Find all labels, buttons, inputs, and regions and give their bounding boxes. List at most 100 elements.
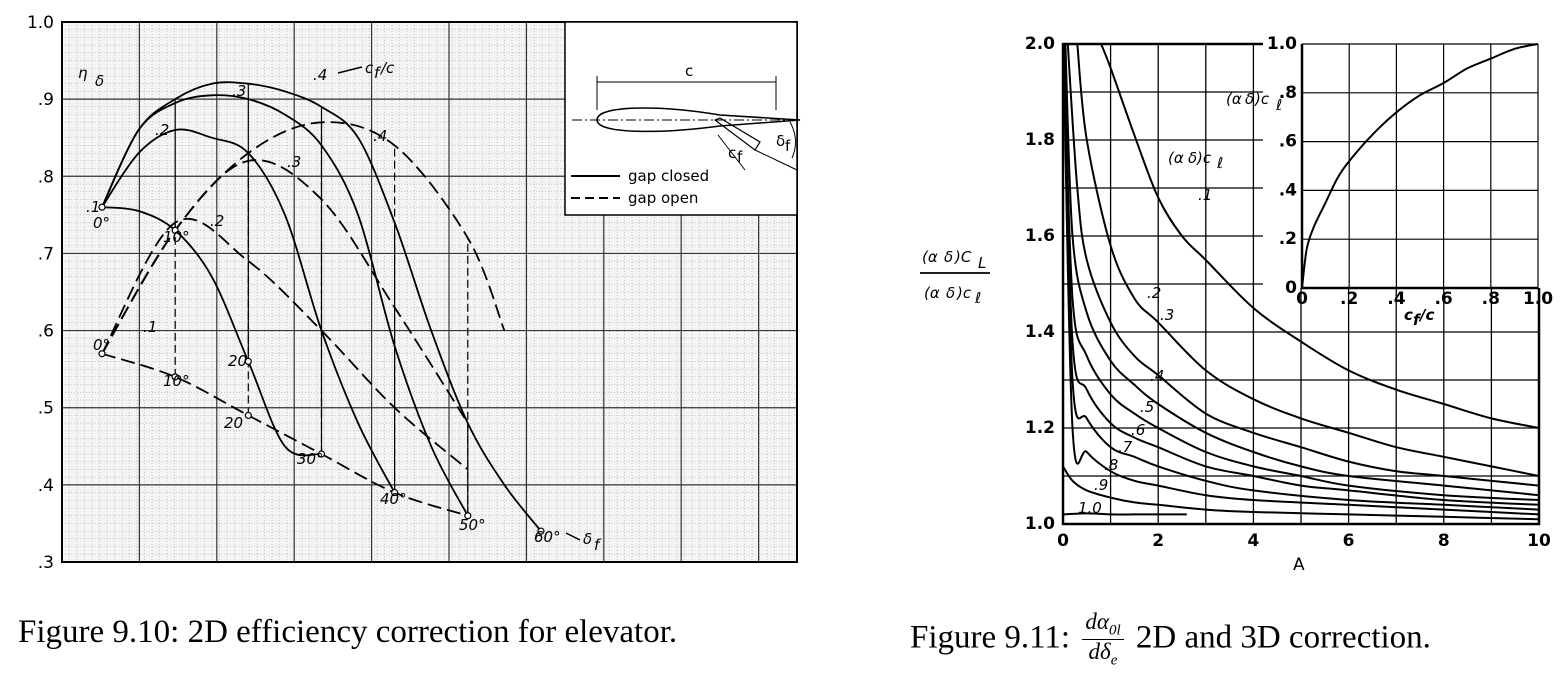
curve-cf-1.0 xyxy=(1062,512,1187,516)
inset-grid xyxy=(1302,43,1539,288)
figure-9-11: 0 2 4 6 8 10 1.0 1.2 1.4 1.6 1.8 2.0 .1 .2 .3 .4 .5… xyxy=(920,34,1553,575)
inset-ticks: 0 .2 .4 .6 .8 1.0 0 .2 .4 .6 .8 1.0 xyxy=(1267,34,1553,309)
cf-label-closed-2: .2 xyxy=(155,121,169,139)
inset-y-tick-label: .8 xyxy=(1279,83,1297,103)
x-tick-label-right: 10 xyxy=(1527,531,1551,551)
y-tick-label-right: 1.2 xyxy=(1025,418,1055,438)
ylabel-num-paren: (α xyxy=(922,248,938,266)
deflection-marker xyxy=(171,373,179,381)
cf-over-c-tail: /c xyxy=(379,59,395,77)
curve-family-label: (α δ )c ℓ xyxy=(1168,149,1223,172)
inset-xlabel-tail: /c xyxy=(1418,306,1434,324)
y-tick-label-right: 2.0 xyxy=(1025,34,1055,54)
ylabel-num-sub: L xyxy=(978,254,986,272)
deflection-marker xyxy=(537,527,545,535)
y-tick-label-left: .6 xyxy=(38,322,54,342)
delta-label-40: 40° xyxy=(380,490,407,508)
y-tick-label-right: 1.6 xyxy=(1025,226,1055,246)
cf-arrow xyxy=(337,66,363,74)
x-tick-label-right: 6 xyxy=(1343,531,1355,551)
cf-label-open-1: .1 xyxy=(143,318,157,336)
curve-labels-right: .1 .2 .3 .4 .5 .6 .7 .8 .9 1.0 xyxy=(1078,186,1212,517)
caption-num-text: dα xyxy=(1085,609,1109,634)
caption-figure-9-10: Figure 9.10: 2D efficiency correction fo… xyxy=(18,614,678,650)
cf-label-closed-3: .3 xyxy=(232,82,246,100)
caption-den-text: dδ xyxy=(1088,639,1111,665)
inset-ylabel-delta: δ xyxy=(1245,90,1254,108)
delta-f-label: δ xyxy=(583,530,592,548)
curve-label-5: .5 xyxy=(1140,398,1154,416)
deflection-marker xyxy=(171,226,179,234)
legend-closed-label: gap closed xyxy=(628,167,709,185)
ylabel-num-tail: )C xyxy=(954,248,972,266)
curve-family-sub: ℓ xyxy=(1216,154,1223,172)
y-tick-label-left: .7 xyxy=(38,244,54,264)
y-tick-label-left: .5 xyxy=(38,399,54,419)
xlabel-A: A xyxy=(1293,555,1305,575)
x-tick-label-right: 2 xyxy=(1152,531,1164,551)
curve-cf-.7 xyxy=(1062,43,1540,511)
cf-over-c-sub: f xyxy=(374,64,382,82)
ylabel-den-sub: ℓ xyxy=(974,289,981,307)
ylabel-den-delta: δ xyxy=(946,284,955,302)
ylabel-num-delta: δ xyxy=(944,248,953,266)
delta-label-50: 50° xyxy=(459,516,486,534)
curve-cf-.8 xyxy=(1062,43,1540,516)
curve-family-paren: (α xyxy=(1168,149,1184,167)
y-tick-label-left: .9 xyxy=(38,90,54,110)
inset-xlabel-c: c xyxy=(1404,306,1413,324)
inset-x-tick-label: 0 xyxy=(1296,289,1308,309)
curve-closed-cf-0.2 xyxy=(101,128,396,494)
y-tick-label-left: .8 xyxy=(38,167,54,187)
delta-label-60: 60° xyxy=(534,528,561,546)
inset-delta-label: δ xyxy=(776,132,785,150)
inset-ylabel-paren: (α xyxy=(1226,90,1242,108)
curve-cf-.9 xyxy=(1062,465,1540,521)
x-tick-label-right: 8 xyxy=(1438,531,1450,551)
delta-arc xyxy=(789,121,796,159)
cf-label-open-2: .2 xyxy=(210,212,224,230)
delta-label-0-closed: 0° xyxy=(93,214,110,232)
deflection-marker xyxy=(244,411,252,420)
delta-label-30: 30° xyxy=(297,450,324,468)
legend-open-label: gap open xyxy=(628,189,698,207)
cf-label-open-4: .4 xyxy=(373,127,387,145)
ylabel-den-tail: )c xyxy=(956,284,972,302)
inset-x-tick-label: 1.0 xyxy=(1523,289,1553,309)
eta-symbol: η xyxy=(78,64,88,82)
curves-left xyxy=(98,81,545,535)
curves-right xyxy=(1062,43,1540,521)
inset-xlabel-sub: f xyxy=(1413,311,1422,329)
inset-x-tick-label: .2 xyxy=(1340,289,1358,309)
flap-dimension xyxy=(717,134,798,171)
curve-label-7: .7 xyxy=(1118,438,1133,456)
inset-legend-box: c c f δ f gap closed gap open xyxy=(564,21,801,216)
figure-9-10: .3 .4 .5 .6 .7 .8 .9 1.0 η δ c f /c δ f c c f δ… xyxy=(27,13,801,573)
curve-cf-.4 xyxy=(1064,43,1540,497)
caption-prefix: Figure 9.11: xyxy=(910,619,1071,656)
inset-x-tick-label: .6 xyxy=(1434,289,1452,309)
inset-right: 0 .2 .4 .6 .8 1.0 0 .2 .4 .6 .8 1.0 (α δ )c ℓ c f /… xyxy=(1226,34,1553,329)
inset-box-left xyxy=(564,21,798,216)
inset-ylabel-tail: )c xyxy=(1254,90,1270,108)
curve-label-8: .8 xyxy=(1104,456,1118,474)
deflection-marker xyxy=(98,350,106,358)
x-tick-label-right: 0 xyxy=(1057,531,1069,551)
inset-y-tick-label: 1.0 xyxy=(1267,34,1297,54)
curve-label-6: .6 xyxy=(1131,421,1145,439)
deflection-labels: 0° 10° 20 0° 10° 20 30° 40° 50° 60° xyxy=(93,214,561,546)
curve-cf-.5 xyxy=(1063,43,1540,501)
delta-label-0-open: 0° xyxy=(93,336,110,354)
x-tick-label-right: 4 xyxy=(1247,531,1259,551)
y-tick-label-left: .4 xyxy=(38,476,54,496)
curve-cf-.3 xyxy=(1066,43,1540,487)
right-ylabel: (α δ )C L (α δ )c ℓ xyxy=(920,248,990,307)
inset-cf-label: c xyxy=(728,144,736,162)
inset-cf-sub: f xyxy=(737,148,743,166)
cf-label-closed-1: .1 xyxy=(86,198,100,216)
inset-x-tick-label: .8 xyxy=(1482,289,1500,309)
inset-curve xyxy=(1301,43,1539,289)
curve-closed-cf-0.1 xyxy=(101,206,322,457)
delta-label-20-open: 20 xyxy=(224,414,243,432)
deflection-marker xyxy=(244,357,252,366)
